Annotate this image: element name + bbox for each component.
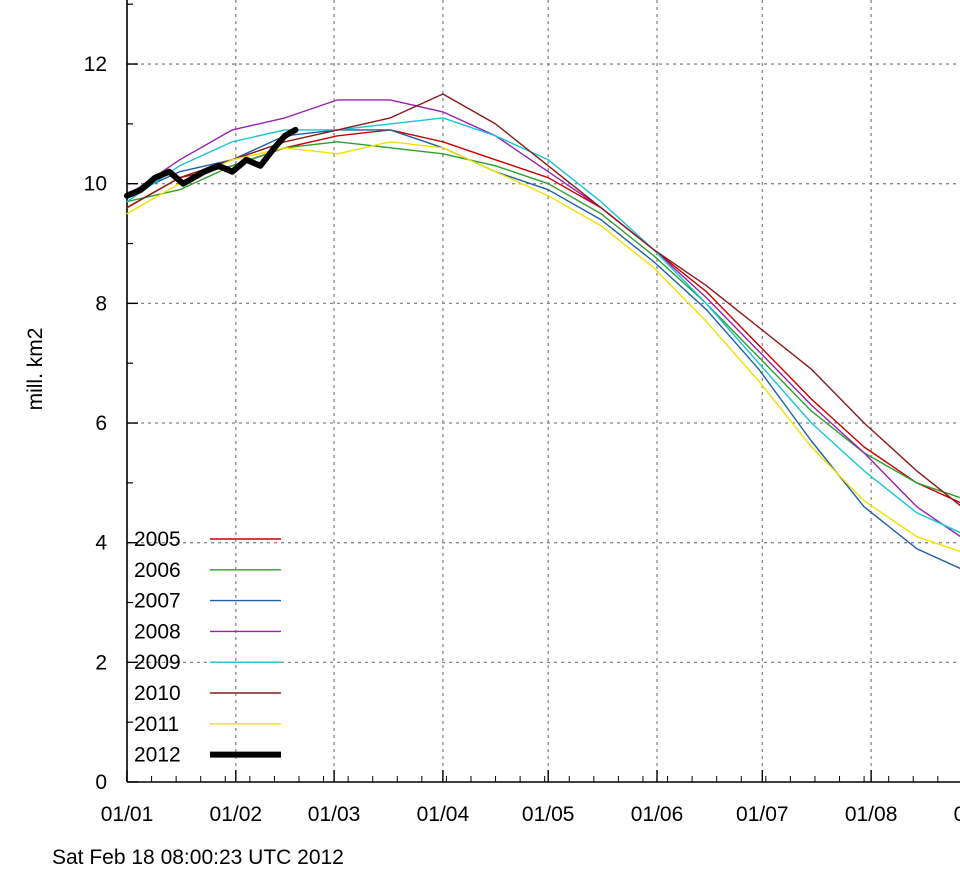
grid-lines <box>127 0 960 782</box>
series-line-2007 <box>126 129 960 570</box>
series-line-2011 <box>126 141 960 553</box>
x-tick-label: 01/05 <box>522 803 575 826</box>
x-tick-label: 01/08 <box>845 803 898 826</box>
x-tick-label: 01/03 <box>308 803 361 826</box>
legend-label-2007: 2007 <box>134 590 181 613</box>
legend-label-2009: 2009 <box>134 651 181 674</box>
series-line-2006 <box>126 141 960 499</box>
x-tick-label: 01/09 <box>954 803 960 826</box>
y-tick-label: 8 <box>95 292 107 315</box>
x-tick-label: 01/02 <box>210 803 263 826</box>
legend-label-2012: 2012 <box>134 744 181 767</box>
axes: 0 2 4 6 8 10 12 01/01 01/02 01/03 01/04 01/05 01/06 0… <box>84 0 960 826</box>
y-tick-label: 0 <box>95 771 107 794</box>
y-tick-label: 2 <box>95 651 107 674</box>
y-tick-label: 10 <box>84 173 107 196</box>
series-line-2012 <box>124 126 299 199</box>
legend-label-2006: 2006 <box>134 559 181 582</box>
x-tick-label: 01/04 <box>417 803 470 826</box>
x-tick-label: 01/07 <box>736 803 789 826</box>
series-line-2009 <box>126 117 960 534</box>
data-series <box>124 93 960 570</box>
y-tick-label: 12 <box>84 53 107 76</box>
legend: 2005 2006 2007 2008 2009 2010 2011 2012 <box>134 528 281 767</box>
legend-label-2010: 2010 <box>134 682 181 705</box>
x-tick-label: 01/01 <box>101 803 154 826</box>
series-line-2008 <box>126 99 960 538</box>
legend-label-2008: 2008 <box>134 620 181 643</box>
x-tick-label: 01/06 <box>631 803 684 826</box>
footer-timestamp: Sat Feb 18 08:00:23 UTC 2012 <box>52 846 344 869</box>
y-tick-label: 6 <box>95 412 107 435</box>
y-tick-label: 4 <box>95 532 107 555</box>
y-axis-label: mill. km2 <box>24 328 47 411</box>
legend-label-2011: 2011 <box>134 713 179 736</box>
legend-label-2005: 2005 <box>134 528 181 551</box>
